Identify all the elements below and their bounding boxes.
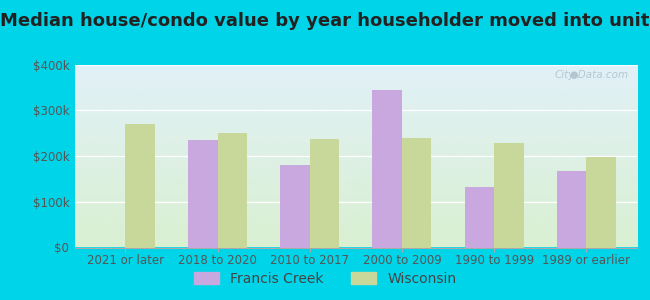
Bar: [465, 187, 494, 247]
Bar: [188, 140, 218, 247]
Bar: [372, 90, 402, 248]
Bar: [125, 124, 155, 248]
Legend: Francis Creek, Wisconsin: Francis Creek, Wisconsin: [188, 266, 462, 292]
Bar: [280, 165, 310, 247]
Bar: [557, 171, 586, 248]
Text: ●: ●: [569, 70, 578, 80]
Text: City-Data.com: City-Data.com: [554, 70, 629, 80]
Bar: [218, 133, 247, 247]
Bar: [310, 139, 339, 248]
Text: Median house/condo value by year householder moved into unit: Median house/condo value by year househo…: [0, 12, 650, 30]
Bar: [402, 138, 432, 248]
Bar: [586, 157, 616, 248]
Bar: [494, 143, 524, 248]
